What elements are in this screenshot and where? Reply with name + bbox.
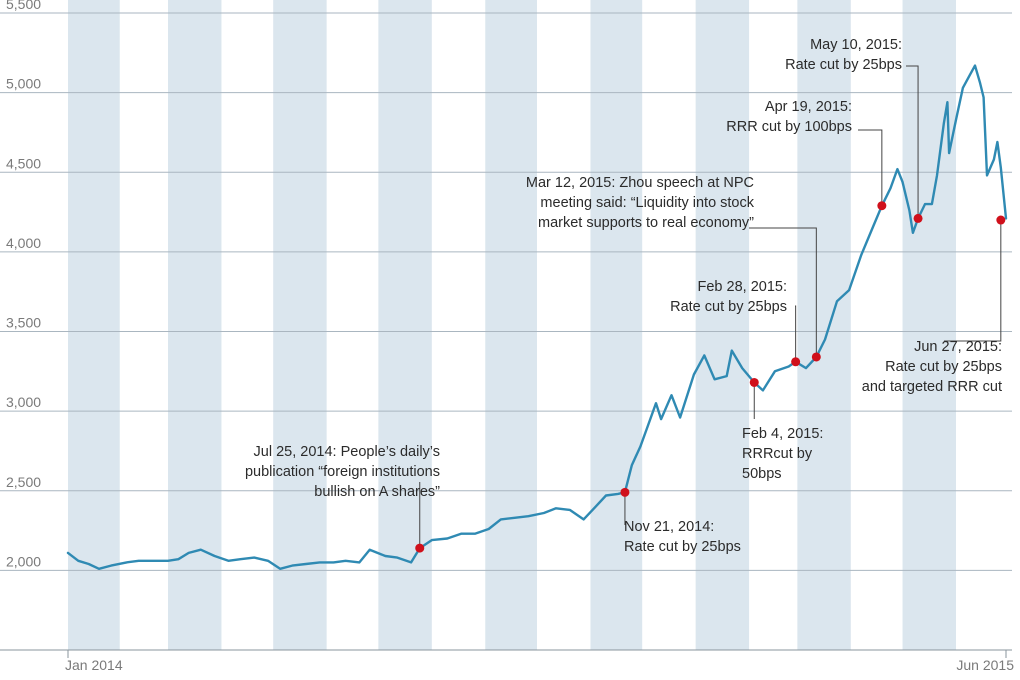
event-marker <box>620 487 630 497</box>
y-tick-label: 3,000 <box>6 394 41 410</box>
annotation-text: May 10, 2015: <box>810 37 902 53</box>
annotation-text: Apr 19, 2015: <box>765 99 852 115</box>
annotation-text: market supports to real economy” <box>538 215 754 231</box>
month-band <box>378 0 432 650</box>
annotation-text: Rate cut by 25bps <box>624 539 741 555</box>
event-marker <box>996 215 1006 225</box>
month-band <box>590 0 643 650</box>
annotation-text: and targeted RRR cut <box>862 379 1002 395</box>
y-tick-label: 4,000 <box>6 235 41 251</box>
annotation-labels: Jul 25, 2014: People’s daily’s publicatio… <box>245 37 1002 555</box>
annotation-text: Mar 12, 2015: Zhou speech at NPC <box>526 175 754 191</box>
event-marker <box>811 352 821 362</box>
y-tick-label: 5,500 <box>6 0 41 12</box>
month-band <box>168 0 222 650</box>
month-band <box>485 0 537 650</box>
annotation-text: bullish on A shares” <box>314 484 440 500</box>
event-markers <box>415 201 1006 553</box>
event-marker <box>791 357 801 367</box>
month-band <box>797 0 851 650</box>
annotation-text: Feb 28, 2015: <box>698 279 788 295</box>
gridlines <box>0 12 1012 571</box>
month-band <box>902 0 956 650</box>
month-band <box>68 0 120 650</box>
y-tick-label: 2,500 <box>6 474 41 490</box>
annotation-text: Jul 25, 2014: People’s daily’s <box>254 444 440 460</box>
x-axis: Jan 2014 Jun 2015 <box>0 649 1014 673</box>
annotation-text: RRR cut by 100bps <box>726 119 852 135</box>
y-tick-label: 4,500 <box>6 155 41 171</box>
annotation-text: publication “foreign institutions <box>245 464 440 480</box>
annotation-text: Rate cut by 25bps <box>670 299 787 315</box>
annotation-text: RRRcut by <box>742 446 813 462</box>
annotation-text: 50bps <box>742 466 782 482</box>
y-tick-label: 5,000 <box>6 76 41 92</box>
series-line <box>66 64 1008 570</box>
month-bands <box>68 0 956 650</box>
annotation-leader <box>749 227 817 357</box>
annotation-text: Feb 4, 2015: <box>742 426 823 442</box>
y-tick-label: 3,500 <box>6 315 41 331</box>
x-tick-label: Jan 2014 <box>65 657 123 673</box>
annotation-leader <box>944 220 1002 342</box>
annotation-leader <box>795 305 797 362</box>
y-tick-label: 2,000 <box>6 553 41 569</box>
annotation-leaders <box>419 65 1002 549</box>
annotation-text: Jun 27, 2015: <box>914 339 1002 355</box>
month-band <box>695 0 750 650</box>
event-marker <box>749 377 759 387</box>
annotation-leader <box>858 129 883 206</box>
event-marker <box>877 201 887 211</box>
annotation-text: Rate cut by 25bps <box>885 359 1002 375</box>
annotation-leader <box>906 65 919 219</box>
x-tick-label: Jun 2015 <box>956 657 1014 673</box>
annotation-text: Rate cut by 25bps <box>785 57 902 73</box>
annotation-text: Nov 21, 2014: <box>624 519 714 535</box>
month-band <box>273 0 327 650</box>
event-marker <box>415 543 425 553</box>
y-axis-ticks: 2,000 2,500 3,000 3,500 4,000 4,500 5,000 5,500 <box>6 0 41 569</box>
annotation-text: meeting said: “Liquidity into stock <box>540 195 754 211</box>
event-marker <box>913 213 923 223</box>
